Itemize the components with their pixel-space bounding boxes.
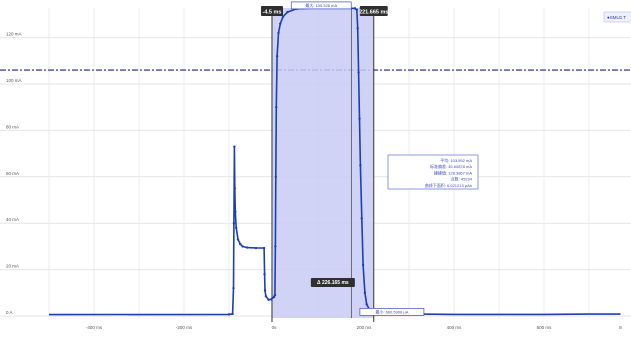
stats-line: 峰峰值: 128.3867 mA bbox=[434, 169, 472, 175]
data-point bbox=[264, 295, 268, 298]
data-point bbox=[270, 298, 273, 301]
x-tick-label: 400 ms bbox=[447, 325, 463, 330]
data-point bbox=[359, 164, 362, 167]
series-line bbox=[48, 7, 621, 316]
x-tick-label: 0s bbox=[272, 325, 278, 330]
data-point bbox=[267, 298, 270, 301]
x-tick-label: -400 ms bbox=[86, 325, 103, 330]
y-tick-label: 20 mA bbox=[6, 264, 19, 269]
max-marker-label: 最大: 135.528 mA bbox=[305, 2, 337, 8]
delta-label-box bbox=[310, 278, 355, 287]
stats-box bbox=[387, 154, 479, 190]
data-point bbox=[232, 286, 235, 290]
end-flag-label: 221.665 ms bbox=[359, 10, 388, 16]
data-point bbox=[363, 291, 367, 294]
data-point bbox=[274, 175, 277, 178]
x-tick-label: 8 bbox=[619, 325, 622, 330]
data-point bbox=[227, 313, 231, 316]
stats-line: 点数: 45234 bbox=[451, 176, 473, 182]
data-point bbox=[353, 7, 357, 10]
start-flag-box[interactable] bbox=[260, 6, 283, 16]
y-tick-label: 100 mA bbox=[6, 78, 22, 83]
max-marker-box bbox=[290, 1, 352, 10]
data-point bbox=[355, 8, 358, 11]
selection-region[interactable] bbox=[271, 8, 374, 318]
stats-line: 平均: 103.592 mA bbox=[440, 157, 472, 163]
data-point bbox=[365, 303, 368, 306]
legend-label: ●SMU1 T bbox=[607, 15, 626, 20]
data-point bbox=[357, 71, 360, 74]
data-point bbox=[263, 289, 267, 292]
data-point bbox=[356, 27, 359, 30]
data-point bbox=[245, 246, 249, 249]
stats-line: 曲线下面积: 6.621213 μAh bbox=[425, 182, 472, 188]
x-tick-label: 200 ms bbox=[357, 325, 373, 330]
data-point bbox=[361, 263, 365, 267]
data-point bbox=[360, 217, 363, 220]
y-tick-label: 0 A bbox=[6, 310, 13, 315]
data-point bbox=[274, 245, 277, 248]
data-point bbox=[358, 117, 361, 121]
y-tick-label: 40 mA bbox=[6, 217, 19, 222]
data-point bbox=[234, 210, 237, 213]
x-tick-label: -200 ms bbox=[176, 325, 193, 330]
min-marker-box bbox=[359, 308, 425, 316]
data-point bbox=[236, 238, 240, 241]
data-point bbox=[262, 246, 266, 250]
legend-box[interactable] bbox=[603, 11, 631, 23]
y-tick-label: 60 mA bbox=[6, 171, 19, 176]
data-point bbox=[275, 106, 278, 109]
stats-line: 标准偏差: 45.60878 mA bbox=[430, 163, 472, 169]
y-tick-label: 120 mA bbox=[6, 32, 22, 37]
x-tick-label: 600 ms bbox=[537, 325, 553, 330]
min-marker-label: 最小: 660.5908 μA bbox=[375, 308, 408, 314]
data-point bbox=[275, 54, 279, 58]
data-point bbox=[241, 245, 244, 248]
data-point bbox=[254, 246, 258, 250]
data-point bbox=[263, 273, 266, 276]
data-point bbox=[233, 187, 237, 190]
data-point bbox=[239, 242, 242, 246]
start-flag-label: -4.5 ms bbox=[262, 10, 281, 16]
data-point bbox=[231, 312, 234, 316]
data-point bbox=[273, 293, 277, 297]
data-point bbox=[277, 31, 280, 35]
data-point bbox=[232, 222, 236, 225]
y-tick-label: 80 mA bbox=[6, 124, 19, 129]
end-flag-box[interactable] bbox=[359, 6, 388, 16]
data-point bbox=[281, 15, 285, 18]
delta-label: Δ 226.165 ms bbox=[317, 280, 349, 286]
data-point bbox=[286, 10, 289, 14]
data-point bbox=[272, 295, 276, 299]
data-point bbox=[233, 145, 236, 148]
data-point bbox=[235, 226, 238, 230]
data-point bbox=[279, 22, 282, 25]
